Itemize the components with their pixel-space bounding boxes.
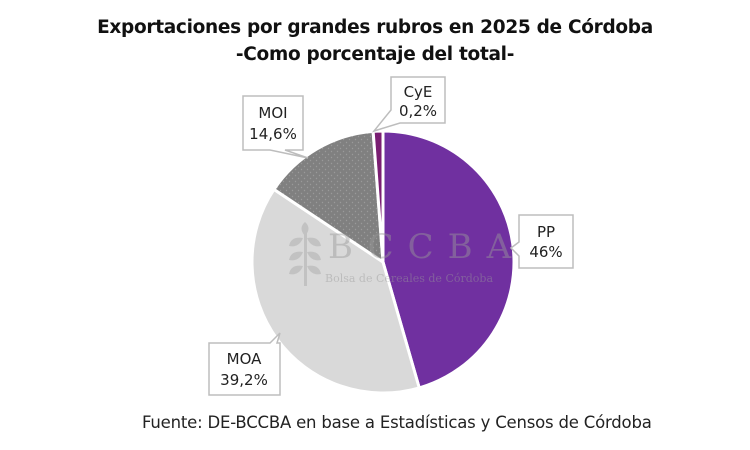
source-note: Fuente: DE-BCCBA en base a Estadísticas … bbox=[142, 413, 652, 432]
callout-cye-label: CyE bbox=[404, 83, 433, 101]
pie-slice-moi bbox=[272, 129, 385, 264]
callout-moa-label: MOA bbox=[227, 350, 262, 368]
callout-moi-value: 14,6% bbox=[249, 125, 297, 143]
watermark-tagline: Bolsa de Cereales de Córdoba bbox=[325, 272, 493, 285]
data-labels: PP 46% MOA 39,2% MOI 14,6% CyE 0,2% bbox=[208, 76, 574, 396]
callout-pp: PP 46% bbox=[509, 214, 574, 269]
callout-moa-value: 39,2% bbox=[220, 371, 268, 389]
callout-moa: MOA 39,2% bbox=[208, 332, 281, 396]
pie-slice-pp bbox=[381, 129, 516, 390]
callout-moi: MOI 14,6% bbox=[242, 95, 309, 159]
callout-cye: CyE 0,2% bbox=[371, 76, 446, 133]
chart-title: Exportaciones por grandes rubros en 2025… bbox=[97, 17, 653, 38]
watermark: BCCBA Bolsa de Cereales de Córdoba bbox=[289, 222, 525, 286]
watermark-logo: BCCBA bbox=[328, 227, 525, 267]
callout-moi-label: MOI bbox=[258, 104, 287, 122]
pie-slices bbox=[250, 129, 516, 395]
callout-pp-label: PP bbox=[537, 223, 555, 241]
callout-pp-value: 46% bbox=[529, 243, 562, 261]
chart-subtitle: -Como porcentaje del total- bbox=[235, 44, 515, 65]
wheat-icon bbox=[289, 222, 321, 286]
callout-cye-value: 0,2% bbox=[399, 102, 437, 120]
